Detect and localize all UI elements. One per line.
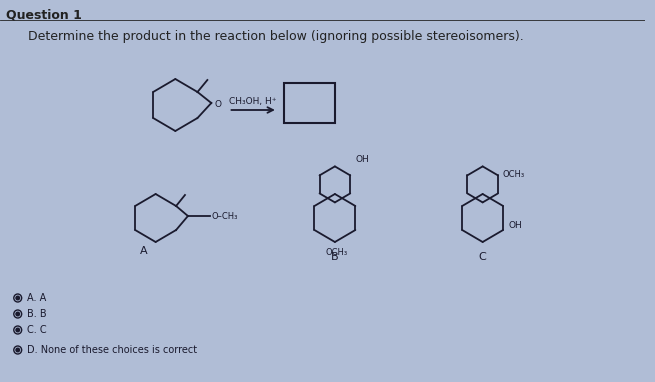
Text: D. None of these choices is correct: D. None of these choices is correct — [27, 345, 196, 355]
Circle shape — [16, 312, 20, 316]
Text: A. A: A. A — [27, 293, 46, 303]
Text: OCH₃: OCH₃ — [326, 248, 348, 257]
Text: OH: OH — [508, 221, 522, 230]
Text: OCH₃: OCH₃ — [503, 170, 525, 179]
Circle shape — [16, 328, 20, 332]
Text: A: A — [140, 246, 147, 256]
Text: Question 1: Question 1 — [6, 8, 82, 21]
Text: OH: OH — [356, 155, 369, 164]
Text: O: O — [214, 99, 221, 108]
Text: O–CH₃: O–CH₃ — [212, 212, 238, 220]
Circle shape — [16, 348, 20, 352]
Text: Determine the product in the reaction below (ignoring possible stereoisomers).: Determine the product in the reaction be… — [28, 30, 523, 43]
Text: B. B: B. B — [27, 309, 47, 319]
Circle shape — [16, 296, 20, 300]
Text: C. C: C. C — [27, 325, 47, 335]
Bar — [284, 83, 335, 123]
Text: CH₃OH, H⁺: CH₃OH, H⁺ — [229, 97, 277, 106]
Text: C: C — [479, 252, 487, 262]
Text: B: B — [331, 252, 339, 262]
